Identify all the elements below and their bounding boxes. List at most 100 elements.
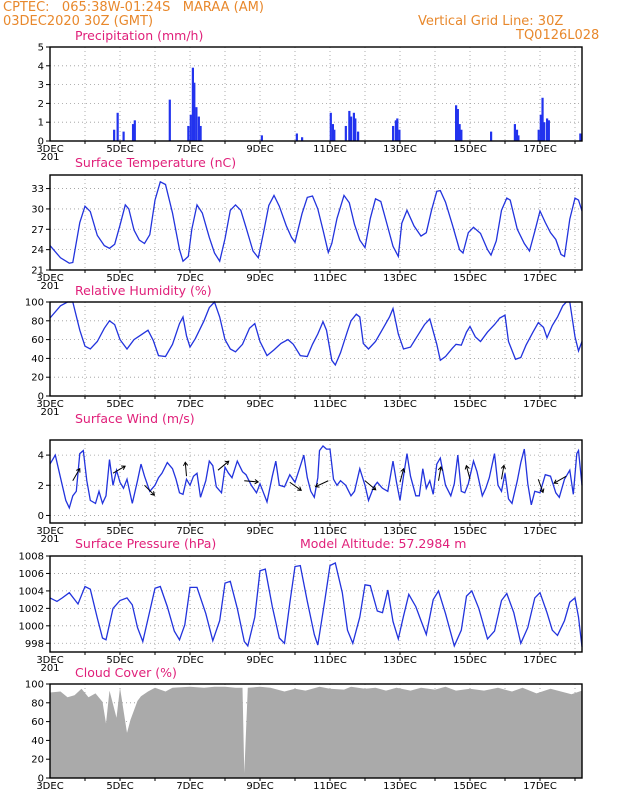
x-tick-label: 5DEC xyxy=(106,273,133,284)
y-tick-label: 1000 xyxy=(19,621,44,632)
x-tick-label: 11DEC xyxy=(313,273,347,284)
wind-vector xyxy=(289,481,302,491)
y-tick-label: 33 xyxy=(31,184,44,195)
precip-bar xyxy=(168,99,171,141)
precip-bar xyxy=(456,109,459,141)
station-header: CPTEC: 065:38W-01:24S MARAA (AM) xyxy=(3,0,264,15)
precip-bar xyxy=(398,129,401,141)
x-tick-label: 17DEC xyxy=(523,273,557,284)
x-tick-label: 13DEC xyxy=(383,526,417,537)
x-tick-label: 9DEC xyxy=(246,526,273,537)
x-tick-label: 15DEC xyxy=(453,273,487,284)
wind-arrowhead xyxy=(539,488,545,494)
precip-bar xyxy=(133,120,136,141)
x-tick-label: 11DEC xyxy=(313,655,347,666)
x-tick-label: 5DEC xyxy=(106,655,133,666)
run-date: 03DEC2020 30Z (GMT) xyxy=(3,14,154,29)
wind-arrowhead xyxy=(150,491,156,496)
x-tick-label: 9DEC xyxy=(246,144,273,155)
x-tick-label: 17DEC xyxy=(523,781,557,792)
precip-bar xyxy=(329,112,332,141)
wind-arrowhead xyxy=(224,460,230,466)
x-tick-label: 5DEC xyxy=(106,144,133,155)
y-tick-label: 0 xyxy=(38,511,44,522)
precip-bar xyxy=(197,116,200,141)
x-tick-label: 7DEC xyxy=(176,781,203,792)
precip-bar xyxy=(195,107,198,141)
x-tick-label: 9DEC xyxy=(246,655,273,666)
x-tick-label: 3DEC xyxy=(36,526,63,537)
x-tick-label: 3DEC xyxy=(36,399,63,410)
y-tick-label: 1 xyxy=(38,118,44,129)
y-tick-label: 100 xyxy=(25,298,44,309)
y-tick-label: 1002 xyxy=(19,604,44,615)
series-line xyxy=(49,445,583,510)
y-tick-label: 20 xyxy=(31,755,44,766)
wind-vector xyxy=(364,480,377,491)
precip-bar xyxy=(392,125,395,141)
precip-bar xyxy=(113,129,116,141)
panel-title: Surface Wind (m/s) xyxy=(75,411,195,426)
wind-vector xyxy=(144,484,155,496)
panel-title: Precipitation (mm/h) xyxy=(75,28,203,43)
y-tick-label: 2 xyxy=(38,99,44,110)
x-tick-label: 11DEC xyxy=(313,781,347,792)
wind-arrowhead xyxy=(553,479,559,484)
x-tick-label: 7DEC xyxy=(176,526,203,537)
wind-vector xyxy=(399,468,405,483)
wind-vector xyxy=(217,460,230,471)
precip-bar xyxy=(350,116,353,141)
wind-vector xyxy=(465,465,471,480)
x-tick-label: 3DEC xyxy=(36,781,63,792)
precip-bar xyxy=(187,125,190,141)
x-tick-label: 13DEC xyxy=(383,144,417,155)
y-tick-label: 30 xyxy=(31,204,44,215)
y-tick-label: 5 xyxy=(38,43,44,54)
y-tick-label: 1004 xyxy=(19,586,44,597)
precip-bar xyxy=(394,120,397,141)
panel-5: 998 1000 1002 1004 1006 1008 3DEC 5DEC 7DEC 9DEC 1… xyxy=(19,536,583,674)
wind-arrowhead xyxy=(254,479,260,485)
x-tick-label: 15DEC xyxy=(453,655,487,666)
y-tick-label: 0 xyxy=(38,774,44,785)
panel-subtitle: Model Altitude: 57.2984 m xyxy=(300,536,466,551)
x-tick-label: 17DEC xyxy=(523,399,557,410)
precip-bar xyxy=(513,124,516,141)
panel-3: 0 20 40 60 80 100 3DEC 5DEC 7DEC 9DEC 11DEC 13DEC 15… xyxy=(25,283,583,418)
y-tick-label: 80 xyxy=(31,316,44,327)
precip-bar xyxy=(490,131,493,141)
x-tick-label: 17DEC xyxy=(523,655,557,666)
wind-arrowhead xyxy=(182,461,189,467)
precip-bar xyxy=(191,67,194,141)
precip-bar xyxy=(352,112,355,141)
precip-bar xyxy=(260,135,263,141)
grid-note: Vertical Grid Line: 30Z xyxy=(418,14,564,29)
x-tick-label: 11DEC xyxy=(313,144,347,155)
precip-bar xyxy=(546,118,549,141)
y-tick-label: 40 xyxy=(31,354,44,365)
precip-bar xyxy=(301,137,304,141)
panel-frame xyxy=(49,555,583,653)
precip-bar xyxy=(333,129,336,141)
precip-bar xyxy=(541,97,544,141)
panel-1: 0 1 2 3 4 5 3DEC 5DEC 7DEC 9DEC 11DEC 13DEC 15DEC 17D… xyxy=(36,28,583,163)
wind-arrowhead xyxy=(297,486,302,491)
y-tick-label: 1006 xyxy=(19,569,44,580)
x-tick-label: 11DEC xyxy=(313,526,347,537)
x-tick-year-clipped: 201 xyxy=(40,281,59,292)
x-tick-label: 13DEC xyxy=(383,781,417,792)
precip-bar xyxy=(199,125,202,141)
panel-frame xyxy=(49,174,583,271)
wind-arrowhead xyxy=(464,464,470,470)
wind-arrowhead xyxy=(75,467,81,473)
y-tick-label: 998 xyxy=(25,639,44,650)
panel-frame xyxy=(49,439,583,524)
x-tick-label: 3DEC xyxy=(36,655,63,666)
wind-vector xyxy=(553,475,567,484)
y-tick-label: 100 xyxy=(25,680,44,691)
precip-bar xyxy=(515,129,519,141)
y-tick-label: 80 xyxy=(31,698,44,709)
x-tick-label: 15DEC xyxy=(453,781,487,792)
wind-vector xyxy=(501,465,505,480)
